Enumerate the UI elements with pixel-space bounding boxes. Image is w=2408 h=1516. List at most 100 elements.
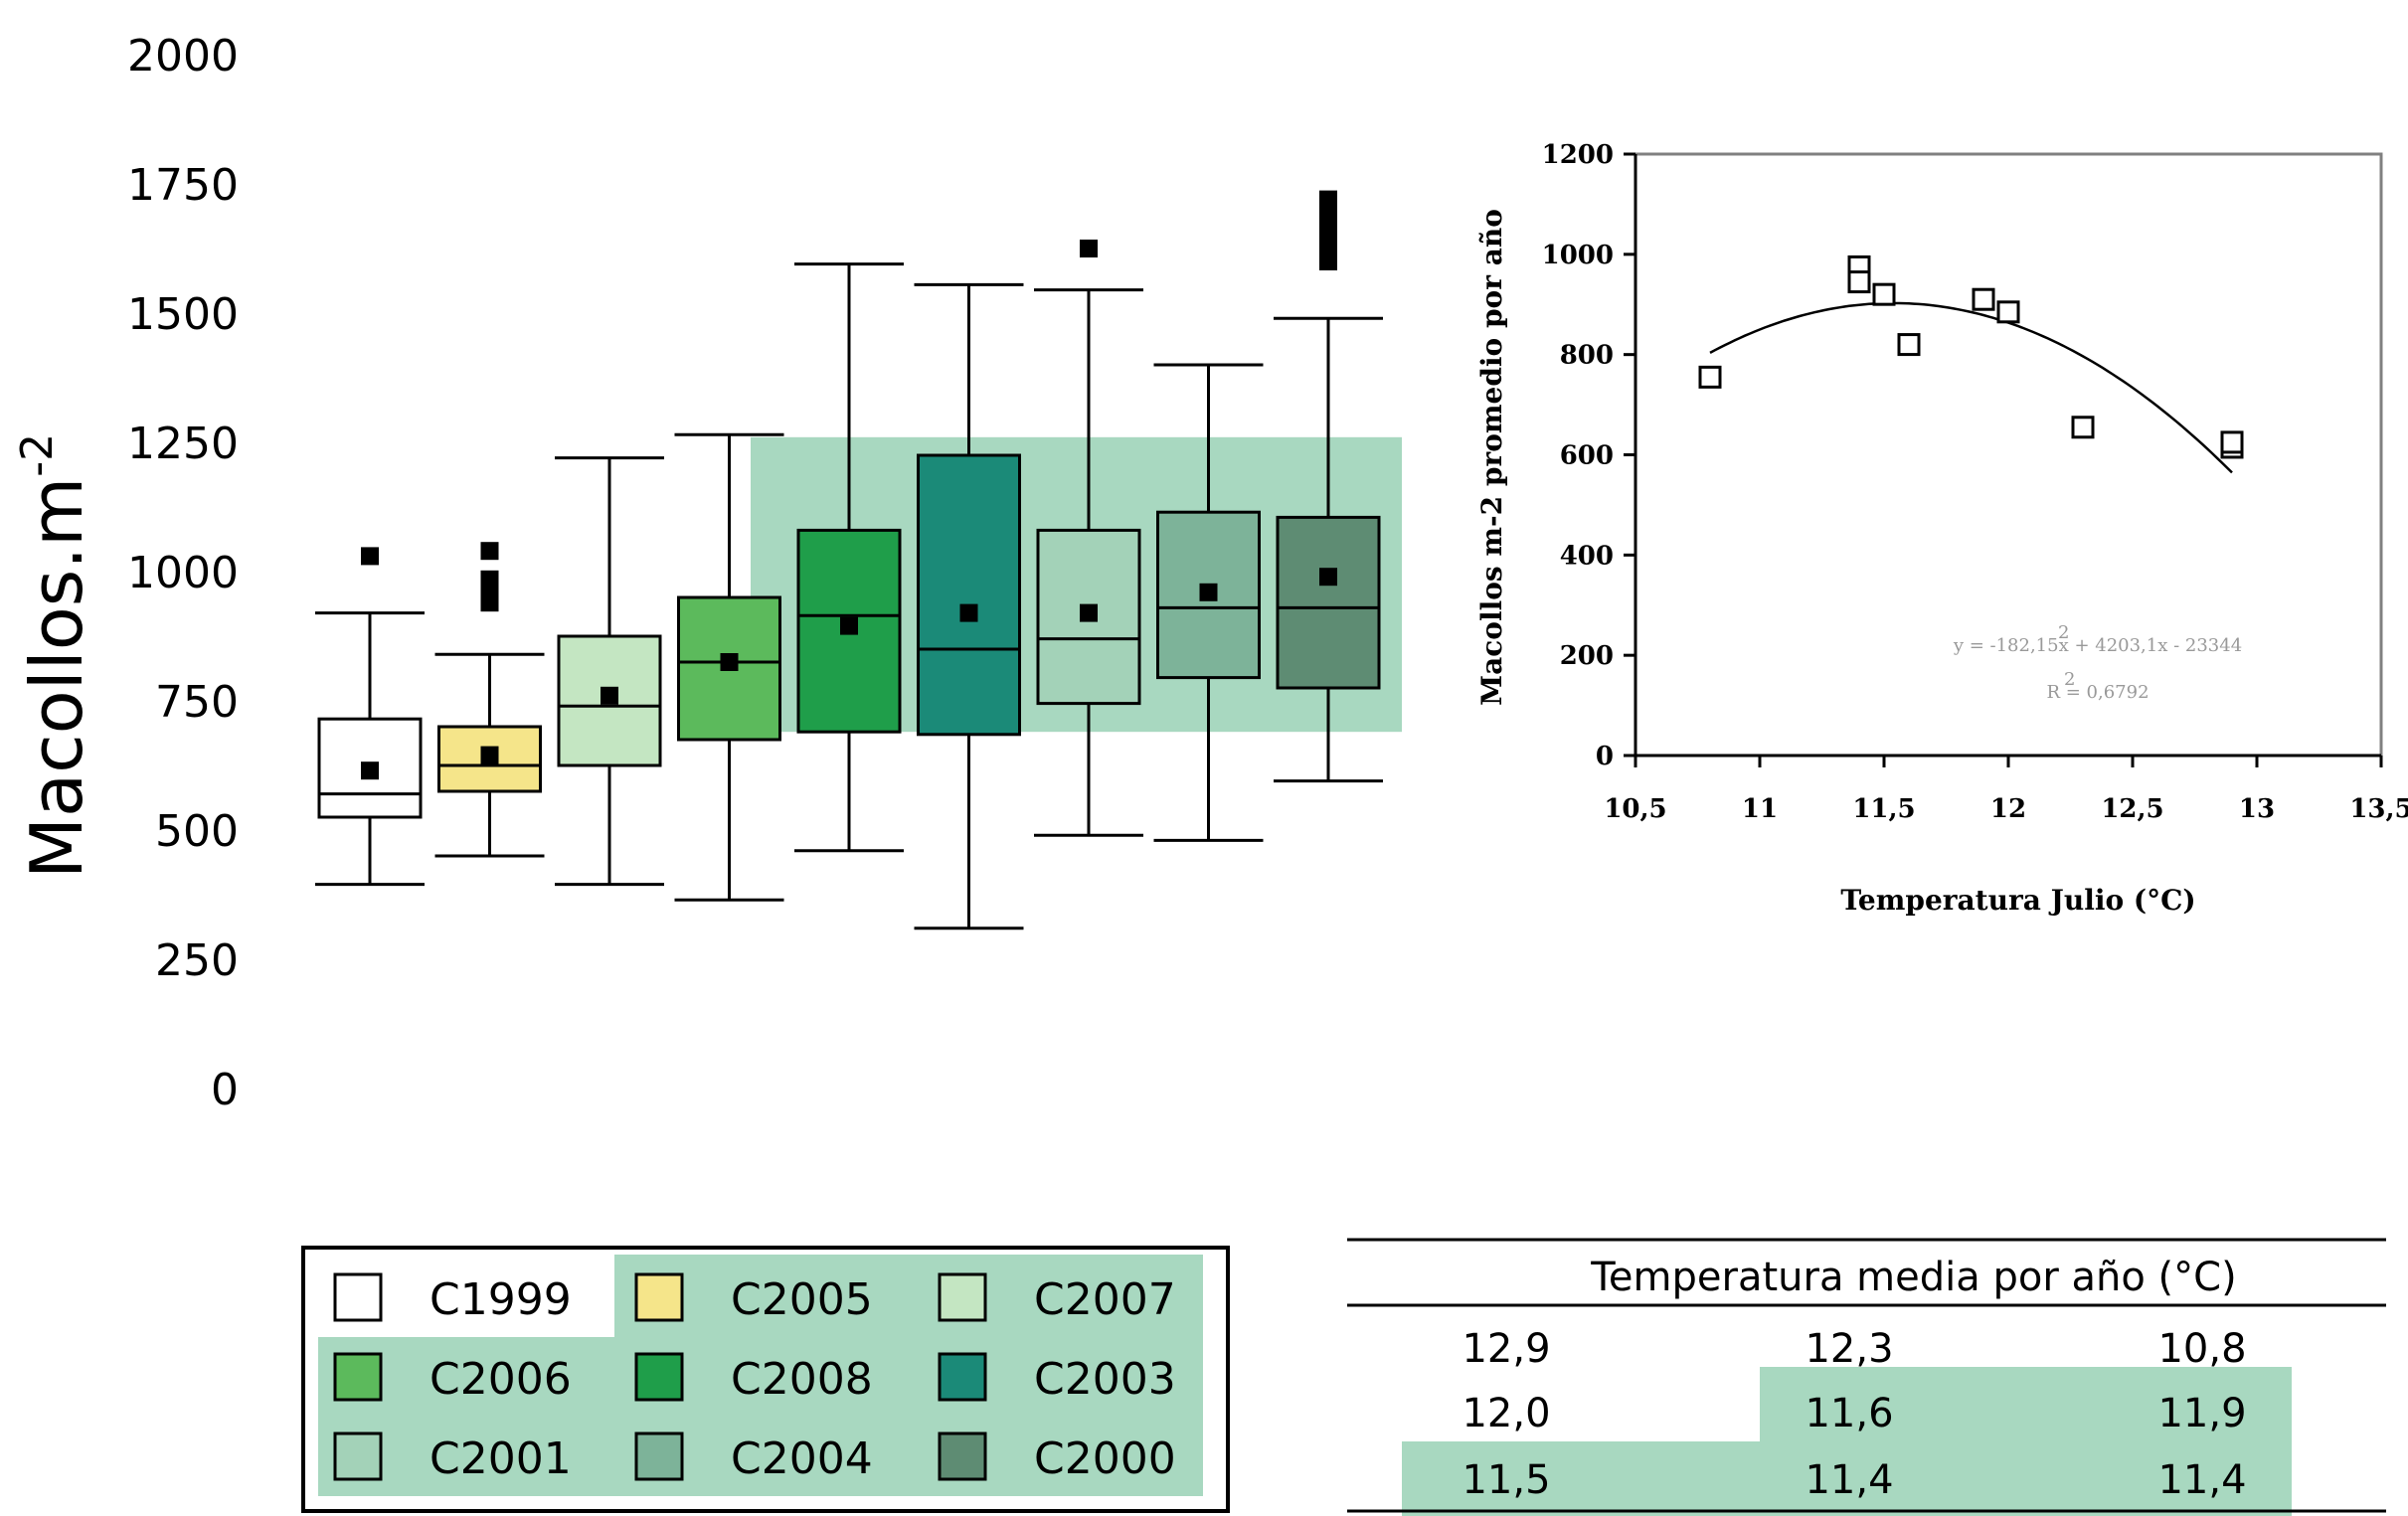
box-outlier	[480, 542, 499, 561]
box-outlier	[1319, 190, 1337, 209]
table-cell: 10,8	[2157, 1326, 2246, 1372]
box-mean-marker	[1199, 583, 1218, 601]
box-c2006	[674, 432, 784, 902]
scatter-point	[2220, 430, 2244, 454]
table-cell: 12,3	[1805, 1326, 1893, 1372]
table-cell: 12,9	[1462, 1326, 1550, 1372]
box-y-tick-label: 1250	[127, 419, 239, 469]
table-cell: 11,9	[2157, 1391, 2246, 1436]
legend-label: C2006	[430, 1354, 572, 1405]
scatter-y-tick-label: 0	[1596, 742, 1614, 771]
box-outlier	[480, 570, 499, 589]
legend-label: C2003	[1034, 1354, 1176, 1405]
box-mean-marker	[480, 746, 499, 764]
box-mean-marker	[361, 761, 379, 780]
scatter-x-tick-label: 11	[1742, 794, 1778, 824]
temperature-table: Temperatura media por año (°C) 12,9 12,3 1…	[1347, 1238, 2386, 1516]
box-c2005	[434, 542, 545, 858]
legend-label: C2007	[1034, 1274, 1176, 1325]
scatter-y-axis-ticks: 0 200 400 600 800 1000 1200	[1542, 140, 1635, 771]
legend-swatch	[333, 1352, 383, 1402]
box-outlier	[1319, 206, 1337, 225]
box-y-tick-label: 0	[211, 1065, 239, 1115]
scatter-y-tick-label: 1000	[1542, 241, 1614, 270]
box-outlier	[361, 547, 379, 566]
scatter-point	[1847, 270, 1871, 294]
scatter-plot-frame	[1634, 152, 2383, 758]
scatter-point	[1872, 282, 1896, 306]
legend-label: C1999	[430, 1274, 572, 1325]
scatter-y-tick-label: 400	[1560, 541, 1614, 571]
box-mean-marker	[1319, 568, 1337, 587]
scatter-point	[1972, 287, 1995, 311]
legend-swatch	[938, 1432, 987, 1481]
legend-label: C2008	[731, 1354, 873, 1405]
trend-r2: R = 0,6792	[2046, 682, 2149, 703]
legend-swatch	[938, 1272, 987, 1322]
box-y-axis-label: Macollos.m-2	[12, 433, 98, 879]
box-mean-marker	[1080, 603, 1098, 622]
scatter-points	[1698, 254, 2244, 459]
table-cell: 11,5	[1462, 1457, 1550, 1503]
box-y-tick-label: 250	[155, 935, 239, 986]
legend-swatch	[333, 1272, 383, 1322]
box-iqr	[1276, 515, 1381, 690]
legend-swatch	[333, 1432, 383, 1481]
box-y-axis-ticks: 0 250 500 750 1000 1250 1500 1750 2000	[127, 31, 239, 1115]
table-highlight-row2	[1760, 1367, 2292, 1441]
legend-swatch	[938, 1352, 987, 1402]
scatter-x-tick-label: 12	[1990, 794, 2026, 824]
box-plot-panel: 0 250 500 750 1000 1250 1500 1750 2000 Macollos.…	[12, 31, 1402, 1115]
table-cell: 11,4	[1805, 1457, 1893, 1503]
scatter-y-tick-label: 1200	[1542, 140, 1614, 170]
scatter-x-tick-label: 12,5	[2101, 794, 2163, 824]
scatter-point	[1897, 333, 1921, 357]
box-y-tick-label: 2000	[127, 31, 239, 82]
trend-r2-sup: 2	[2064, 669, 2075, 690]
box-c2001	[1034, 240, 1143, 837]
scatter-x-tick-label: 13	[2239, 794, 2275, 824]
table-highlight-row3	[1402, 1441, 2292, 1516]
legend-highlight-lower	[318, 1337, 1203, 1496]
box-y-tick-label: 1500	[127, 289, 239, 340]
legend-swatch	[634, 1272, 684, 1322]
scatter-x-tick-label: 10,5	[1604, 794, 1666, 824]
scatter-trend-line	[1709, 301, 2233, 474]
box-c2007	[555, 456, 664, 887]
trend-equation-sup: 2	[2058, 622, 2069, 643]
legend-swatch	[634, 1352, 684, 1402]
box-outlier	[1319, 221, 1337, 240]
legend-label: C2005	[731, 1274, 873, 1325]
box-y-tick-label: 1750	[127, 160, 239, 211]
scatter-point	[1996, 300, 2020, 324]
legend-label: C2000	[1034, 1433, 1176, 1484]
legend: C1999 C2005 C2007 C2006 C2008 C2003 C2001 C2004…	[301, 1246, 1230, 1513]
scatter-point	[1698, 365, 1722, 389]
table-cells: 12,9 12,3 10,8 12,0 11,6 11,9 11,5 11,4 11,4	[1462, 1326, 2246, 1503]
box-iqr	[917, 453, 1021, 737]
legend-highlight-upper	[614, 1255, 1203, 1338]
box-c2008	[794, 262, 904, 853]
box-c2004	[1153, 363, 1264, 842]
box-mean-marker	[601, 686, 618, 705]
scatter-y-tick-label: 600	[1560, 441, 1614, 471]
box-c2000	[1274, 190, 1383, 783]
table-cell: 11,6	[1805, 1391, 1893, 1436]
legend-label: C2004	[731, 1433, 873, 1484]
box-outlier	[1319, 253, 1337, 270]
scatter-y-tick-label: 800	[1560, 341, 1614, 371]
legend-frame	[301, 1246, 1230, 1513]
scatter-y-axis-label: Macollos m-2 promedio por año	[1475, 209, 1508, 706]
scatter-x-axis-ticks: 10,5 11 11,5 12 12,5 13 13,5	[1604, 756, 2408, 824]
scatter-point	[2071, 416, 2095, 439]
scatter-x-tick-label: 13,5	[2349, 794, 2408, 824]
legend-items: C1999 C2005 C2007 C2006 C2008 C2003 C2001 C2004…	[333, 1272, 1176, 1484]
box-mean-marker	[840, 616, 858, 635]
scatter-y-tick-label: 200	[1560, 641, 1614, 671]
box-series	[315, 190, 1383, 930]
scatter-x-axis-label: Temperatura Julio (°C)	[1840, 884, 2195, 917]
box-y-tick-label: 500	[155, 806, 239, 857]
box-y-tick-label: 1000	[127, 548, 239, 598]
scatter-x-tick-label: 11,5	[1852, 794, 1915, 824]
